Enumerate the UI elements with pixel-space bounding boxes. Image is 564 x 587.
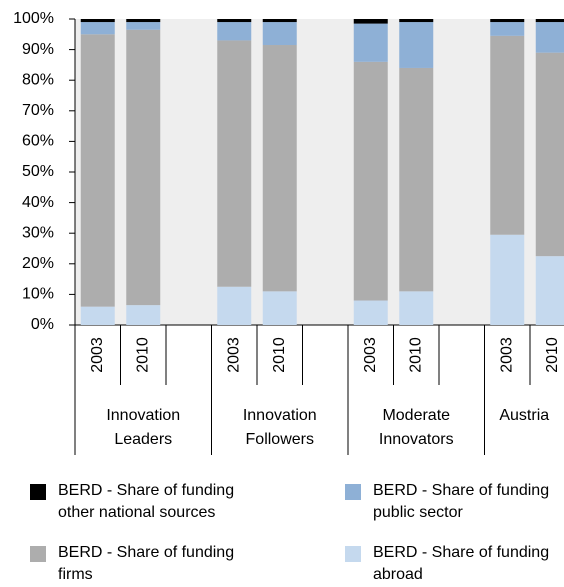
- group-label: Innovators: [379, 431, 454, 448]
- bar-segment: [490, 22, 525, 36]
- bar-segment: [535, 256, 564, 325]
- y-tick-label: 20%: [22, 255, 54, 272]
- bar-segment: [217, 286, 252, 325]
- group-label: Followers: [246, 431, 314, 448]
- legend-entry: BERD - Share of funding other national s…: [30, 480, 263, 524]
- legend-label: BERD - Share of funding public sector: [373, 482, 550, 521]
- legend-label: BERD - Share of funding abroad: [373, 544, 550, 583]
- x-tick-label: 2010: [271, 337, 288, 373]
- bar-segment: [126, 29, 161, 306]
- bar-segment: [535, 52, 564, 257]
- bar-segment: [80, 22, 115, 35]
- legend-swatch: [345, 484, 361, 500]
- bar-segment: [535, 19, 564, 23]
- y-tick-label: 70%: [22, 102, 54, 119]
- bar-segment: [217, 22, 252, 41]
- bar-segment: [262, 45, 297, 292]
- bar-segment: [80, 306, 115, 325]
- y-tick-label: 30%: [22, 224, 54, 241]
- bar-segment: [80, 34, 115, 307]
- y-tick-label: 40%: [22, 194, 54, 211]
- bar-segment: [126, 19, 161, 23]
- bar-segment: [262, 22, 297, 46]
- y-tick-label: 90%: [22, 41, 54, 58]
- x-tick-label: 2003: [89, 337, 106, 373]
- bar-segment: [217, 19, 252, 23]
- bar-segment: [535, 22, 564, 53]
- x-tick-label: 2010: [134, 337, 151, 373]
- bar-segment: [490, 19, 525, 23]
- bar-segment: [399, 67, 434, 292]
- y-tick-label: 100%: [13, 10, 54, 27]
- legend-label: BERD - Share of funding other national s…: [58, 482, 235, 521]
- x-tick-label: 2010: [544, 337, 561, 373]
- group-label: Innovation: [243, 407, 317, 424]
- bar-segment: [353, 19, 388, 24]
- chart: 0% 10% 20% 30% 40% 50% 60% 70% 80% 90% 100% 2003 201…: [13, 10, 564, 455]
- y-tick-label: 60%: [22, 133, 54, 150]
- bar-segment: [490, 35, 525, 235]
- legend-entry: BERD - Share of funding firms: [30, 542, 263, 586]
- y-tick-label: 80%: [22, 71, 54, 88]
- group-label: Leaders: [114, 431, 172, 448]
- group-label: Moderate: [382, 407, 450, 424]
- bar-segment: [126, 305, 161, 325]
- x-tick-label: 2010: [407, 337, 424, 373]
- bar-segment: [353, 300, 388, 325]
- legend-swatch: [30, 546, 46, 562]
- bar-segment: [126, 22, 161, 30]
- bar-segment: [80, 19, 115, 23]
- group-label: Innovation: [106, 407, 180, 424]
- y-tick-label: 0%: [31, 316, 54, 333]
- bar-segment: [217, 40, 252, 287]
- legend-entry: BERD - Share of funding abroad: [345, 542, 564, 586]
- x-tick-label: 2003: [225, 337, 242, 373]
- y-tick-label: 10%: [22, 286, 54, 303]
- bar-segment: [399, 291, 434, 325]
- x-tick-label: 2003: [362, 337, 379, 373]
- bar-segment: [262, 19, 297, 23]
- y-tick-label: 50%: [22, 163, 54, 180]
- legend-swatch: [30, 484, 46, 500]
- bar-segment: [399, 19, 434, 23]
- legend-entry: BERD - Share of funding public sector: [345, 480, 564, 524]
- legend-label: BERD - Share of funding firms: [58, 544, 235, 583]
- bar-segment: [353, 23, 388, 62]
- x-tick-label: 2003: [498, 337, 515, 373]
- group-label: Austria: [499, 407, 549, 424]
- bar-segment: [262, 291, 297, 325]
- bar-segment: [490, 234, 525, 325]
- bar-segment: [399, 22, 434, 68]
- bar-segment: [353, 61, 388, 301]
- legend-swatch: [345, 546, 361, 562]
